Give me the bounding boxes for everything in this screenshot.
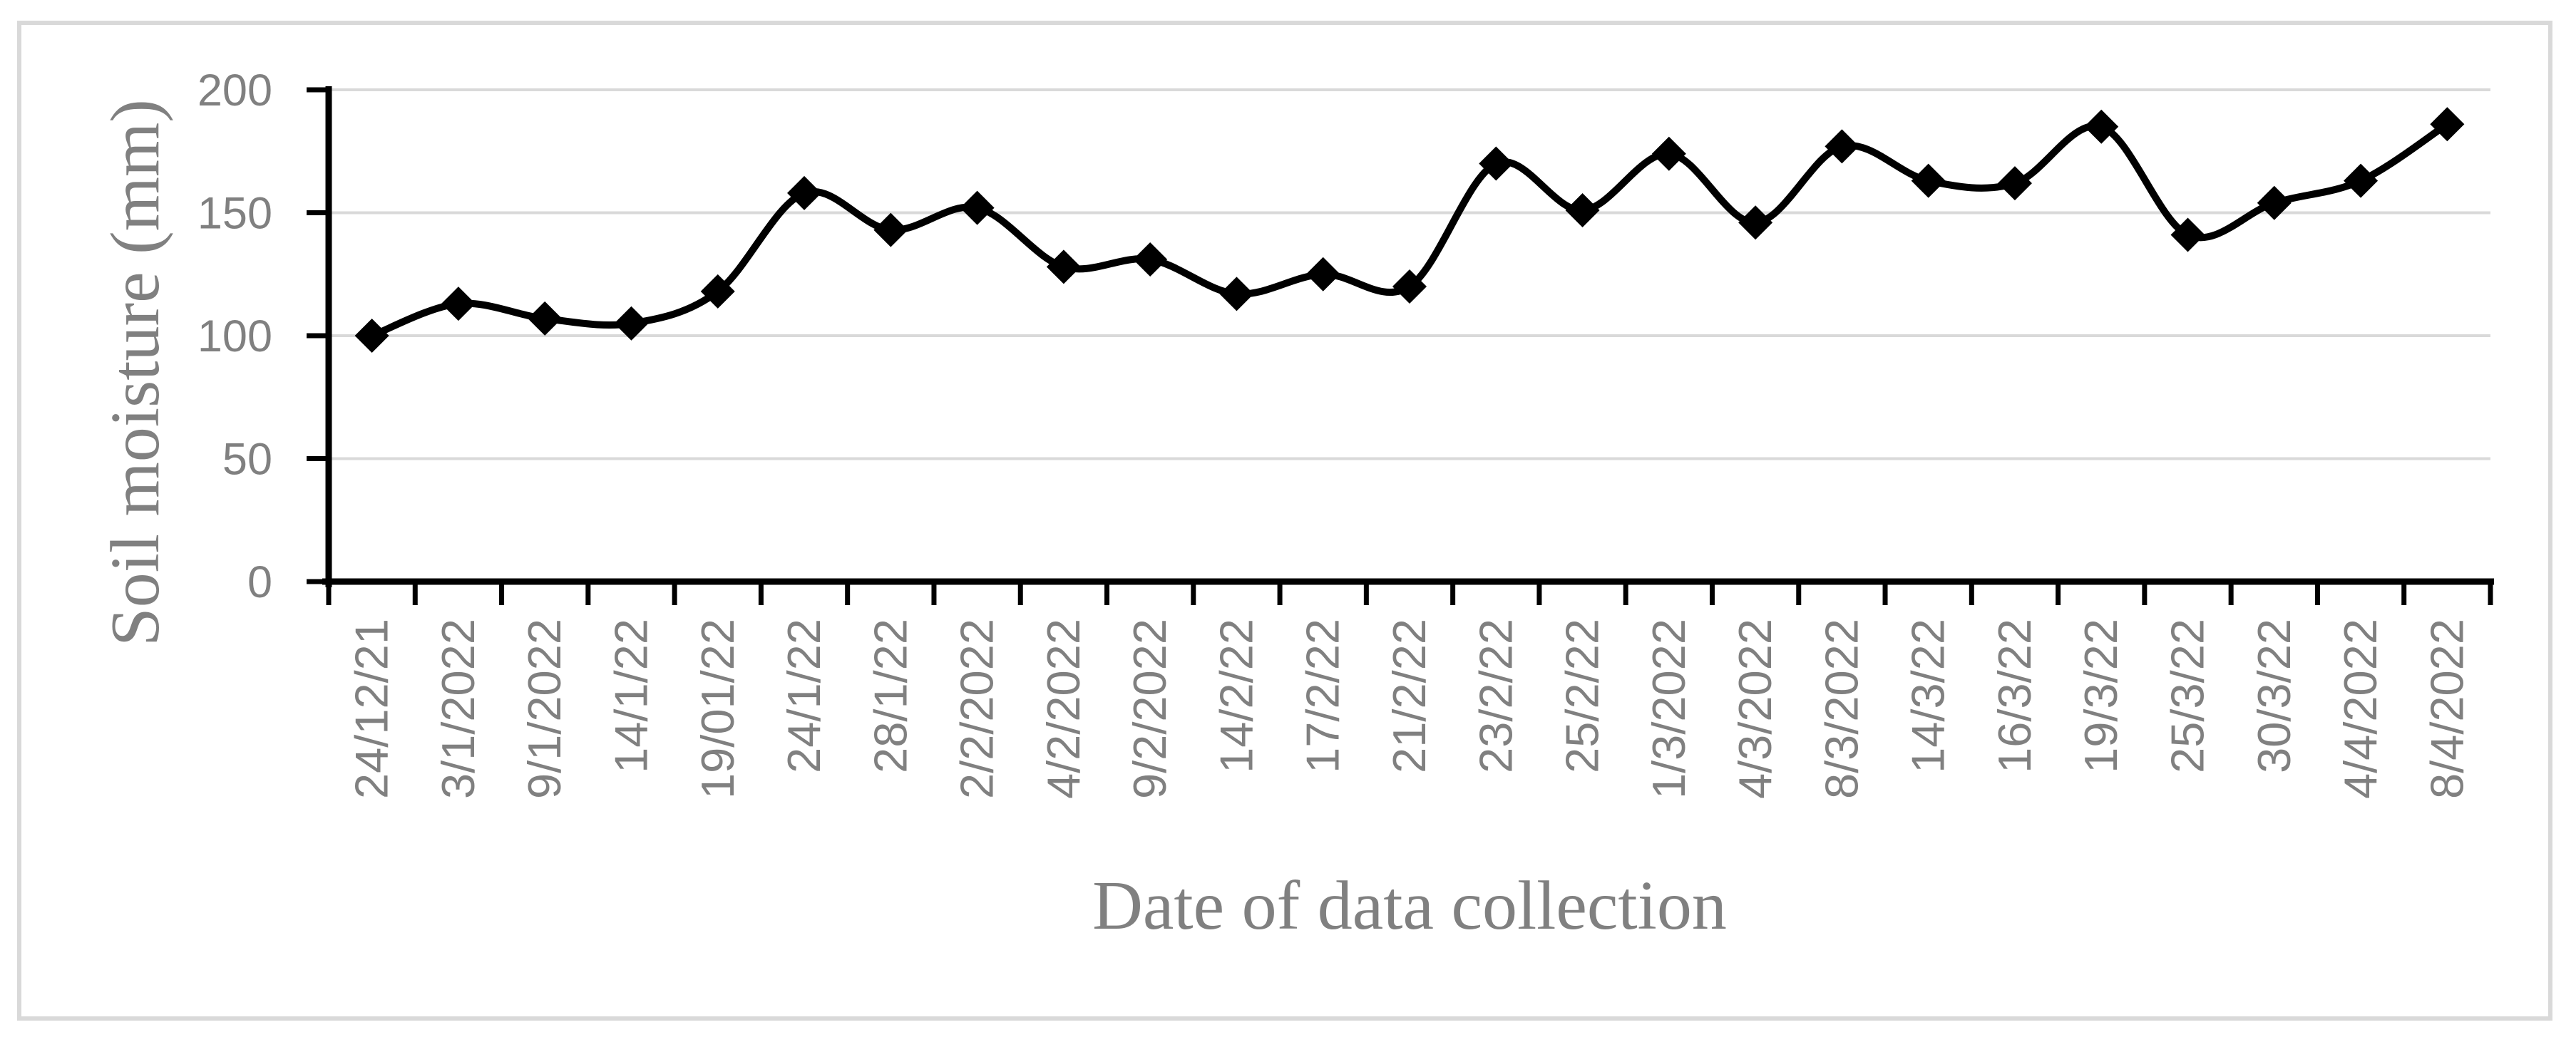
x-tick-label: 14/2/22 (1210, 619, 1262, 773)
x-tick-label: 14/1/22 (605, 619, 657, 773)
data-point-marker (614, 306, 649, 341)
data-point-marker (1392, 269, 1427, 304)
data-series-line (368, 120, 2451, 339)
y-tick-labels: 0 50 100 150 200 (197, 66, 272, 607)
x-tick-label: 19/01/22 (692, 619, 744, 799)
x-axis (322, 578, 2494, 605)
data-point-marker (2257, 185, 2292, 220)
x-tick-label: 2/2/2022 (951, 619, 1003, 799)
y-axis (307, 86, 332, 587)
gridlines (329, 88, 2490, 460)
data-point-marker (787, 175, 822, 210)
x-tick-label: 4/4/2022 (2334, 619, 2386, 799)
data-point-marker (1911, 163, 1946, 198)
data-point-markers (354, 107, 2465, 353)
x-tick-label: 17/2/22 (1297, 619, 1349, 773)
data-point-marker (1565, 193, 1600, 228)
x-tick-label: 8/3/2022 (1815, 619, 1867, 799)
x-tick-label: 25/3/22 (2162, 619, 2214, 773)
x-tick-label: 24/1/22 (778, 619, 830, 773)
data-point-marker (1305, 257, 1340, 292)
data-point-marker (354, 319, 389, 353)
data-point-marker (2430, 107, 2465, 142)
y-tick-label: 150 (197, 189, 272, 239)
data-point-marker (1997, 166, 2032, 201)
x-tick-label: 21/2/22 (1383, 619, 1435, 773)
data-point-marker (1479, 146, 1514, 181)
series-line-path (368, 120, 2451, 339)
data-point-marker (1219, 277, 1254, 311)
x-tick-label: 9/1/2022 (518, 619, 570, 799)
data-point-marker (528, 301, 563, 336)
data-point-marker (960, 190, 995, 225)
x-tick-labels: 24/12/21 3/1/2022 9/1/2022 14/1/22 19/01/22 2… (346, 619, 2473, 799)
data-point-marker (1046, 249, 1081, 284)
x-tick-label: 1/3/2022 (1643, 619, 1695, 799)
x-tick-label: 19/3/22 (2075, 619, 2127, 773)
x-tick-label: 14/3/22 (1902, 619, 1954, 773)
data-point-marker (2084, 109, 2119, 144)
x-tick-label: 28/1/22 (864, 619, 916, 773)
data-point-marker (441, 287, 476, 321)
data-point-marker (1738, 205, 1773, 240)
y-tick-label: 200 (197, 66, 272, 115)
chart-frame (17, 21, 2552, 1021)
data-point-marker (2344, 163, 2379, 198)
data-point-marker (700, 274, 735, 309)
data-point-marker (873, 212, 908, 247)
y-tick-label: 50 (222, 435, 272, 485)
x-tick-label: 8/4/2022 (2421, 619, 2473, 799)
x-tick-label: 24/12/21 (346, 619, 398, 799)
y-tick-label: 0 (247, 557, 272, 607)
x-tick-label: 25/2/22 (1556, 619, 1608, 773)
y-axis-title: Soil moisture (mm) (97, 99, 174, 646)
data-point-marker (1133, 242, 1168, 277)
x-tick-label: 4/3/2022 (1729, 619, 1781, 799)
x-tick-label: 4/2/2022 (1037, 619, 1089, 799)
data-point-marker (1825, 129, 1859, 164)
x-axis-title: Date of data collection (1092, 867, 1727, 944)
data-point-marker (1651, 136, 1686, 171)
x-tick-label: 23/2/22 (1469, 619, 1522, 773)
x-tick-label: 9/2/2022 (1124, 619, 1176, 799)
x-tick-label: 16/3/22 (1989, 619, 2041, 773)
x-tick-label: 30/3/22 (2248, 619, 2300, 773)
data-point-marker (2170, 217, 2205, 252)
x-tick-label: 3/1/2022 (432, 619, 484, 799)
y-tick-label: 100 (197, 311, 272, 361)
